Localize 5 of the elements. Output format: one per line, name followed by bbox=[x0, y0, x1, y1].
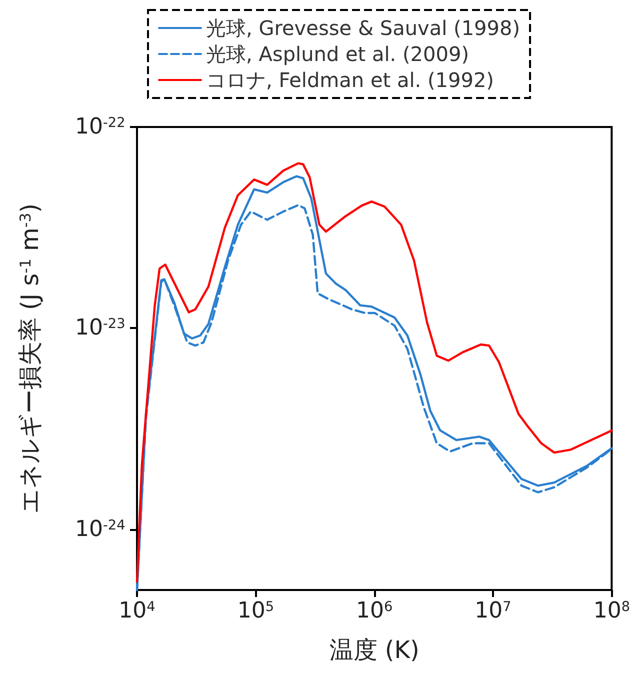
legend-label: コロナ, Feldman et al. (1992) bbox=[206, 68, 494, 92]
x-axis-title: 温度 (K) bbox=[329, 636, 420, 664]
legend-label: 光球, Grevesse & Sauval (1998) bbox=[206, 16, 520, 40]
legend-label: 光球, Asplund et al. (2009) bbox=[206, 42, 470, 66]
y-axis-title: エネルギー損失率 (J s-1 m-3) bbox=[16, 203, 44, 514]
